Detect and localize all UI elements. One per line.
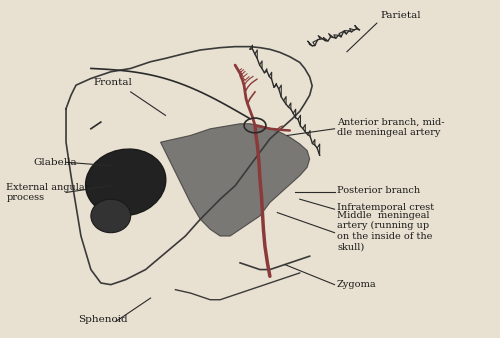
Ellipse shape (91, 199, 130, 233)
Text: Sphenoid: Sphenoid (78, 315, 128, 324)
Text: Glabella: Glabella (34, 158, 78, 167)
Text: Parietal: Parietal (380, 11, 421, 20)
Text: Anterior branch, mid-
dle meningeal artery: Anterior branch, mid- dle meningeal arte… (337, 117, 444, 137)
Text: External angular
process: External angular process (6, 183, 89, 202)
Text: Zygoma: Zygoma (337, 280, 376, 289)
Ellipse shape (86, 149, 166, 216)
Text: Posterior branch: Posterior branch (337, 186, 420, 195)
Text: Infratemporal crest: Infratemporal crest (337, 203, 434, 212)
Text: Frontal: Frontal (94, 78, 132, 87)
Text: Middle  meningeal
artery (running up
on the inside of the
skull): Middle meningeal artery (running up on t… (337, 211, 432, 251)
Polygon shape (160, 124, 310, 236)
